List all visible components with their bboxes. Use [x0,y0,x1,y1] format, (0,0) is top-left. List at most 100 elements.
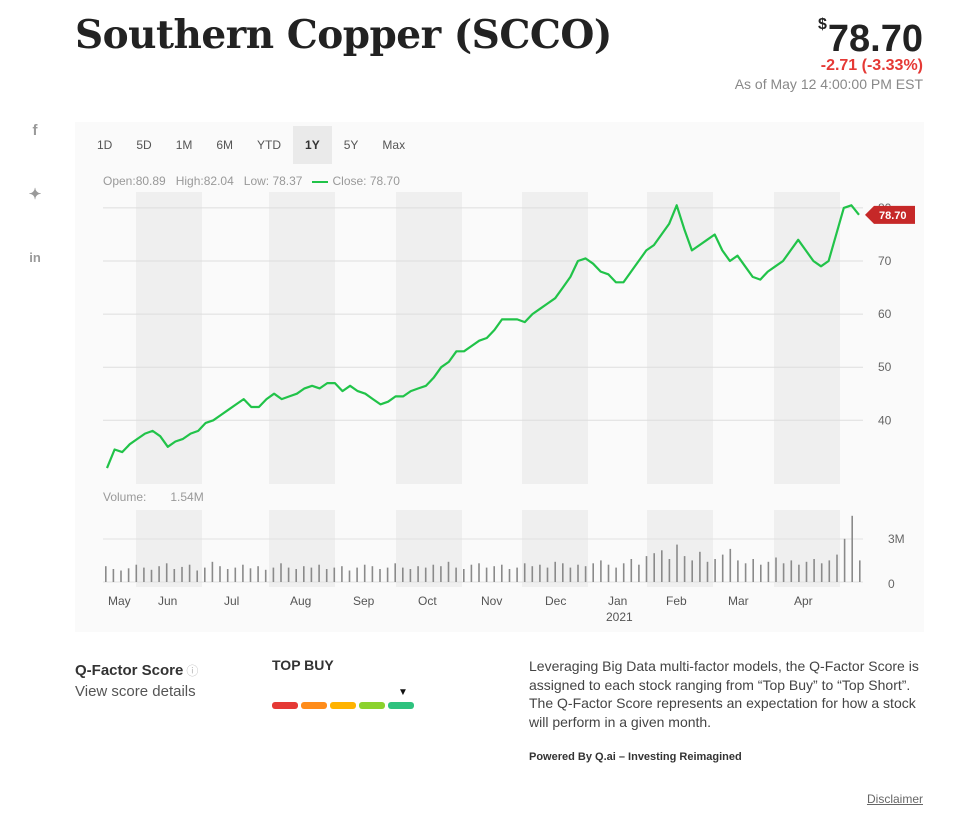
volume-bar [371,566,374,582]
volume-bar [424,567,427,582]
volume-bar [630,559,633,582]
volume-bar [463,569,465,582]
volume-bar [204,567,206,582]
volume-bar [645,556,648,582]
tab-max[interactable]: Max [382,138,406,152]
volume-bar [805,561,808,582]
volume-bar [417,566,419,582]
volume-bar [592,563,594,582]
close-line-swatch [312,180,329,183]
volume-bar [432,564,435,582]
rating-indicator-icon: ▼ [398,687,408,698]
volume-bar [668,559,671,582]
volume-bar [280,563,282,582]
tab-5d[interactable]: 5D [136,138,152,152]
y-tick-label: 70 [878,254,892,268]
x-tick-label: Dec [545,594,566,608]
volume-bar [295,569,297,582]
x-tick-label: Nov [481,594,502,608]
q-factor-title: Q-Factor Score [75,662,184,679]
volume-bar [409,569,412,582]
x-tick-label: Sep [353,594,375,608]
volume-bar [165,563,168,582]
close-legend: Close: 78.70 [312,174,400,188]
volume-bar [188,564,191,582]
tab-1m[interactable]: 1M [175,138,193,152]
tab-1d[interactable]: 1D [97,138,113,152]
volume-bar [348,570,351,582]
year-label: 2021 [606,610,633,624]
volume-bar [607,564,610,582]
volume-bar [775,557,777,582]
stock-chart-panel: 1D 5D 1M 6M YTD 1Y 5Y Max Open:80.89 High:82.04… [75,122,924,632]
volume-bar [105,566,107,582]
volume-bar [798,564,800,582]
volume-bar [820,563,823,582]
volume-bar [127,568,130,582]
x-tick-label: Oct [418,594,437,608]
currency-symbol: $ [818,16,827,33]
timeframe-tabs: 1D 5D 1M 6M YTD 1Y 5Y Max [85,126,417,164]
x-tick-label: Jul [224,594,239,608]
volume-bar [683,556,686,582]
q-factor-scale [272,702,414,709]
volume-value: 1.54M [170,490,204,504]
volume-bar [447,561,450,582]
volume-bar [653,553,655,582]
volume-bar [379,569,381,582]
volume-bar [813,559,815,582]
q-factor-label: Q-Factor Score ⓘ [75,662,198,679]
info-icon[interactable]: ⓘ [186,664,199,678]
volume-bar [158,566,160,582]
x-tick-label: Jun [158,594,177,608]
volume-bar [676,544,678,582]
month-band [522,192,588,484]
x-tick-label: Jan [608,594,627,608]
month-band [269,510,335,587]
tab-1y[interactable]: 1Y [293,126,332,164]
volume-bar [493,566,495,582]
tab-ytd[interactable]: YTD [257,138,282,152]
volume-bar [531,566,534,582]
month-band [396,192,462,484]
q-factor-segment [388,702,414,709]
volume-bar [150,569,153,582]
volume-bar [325,569,328,582]
volume-bar [242,564,244,582]
open-value: Open:80.89 [103,174,166,188]
volume-readout: Volume: 1.54M [103,490,204,504]
x-tick-label: Apr [794,594,813,608]
linkedin-share-icon[interactable]: in [29,250,41,265]
price-chart[interactable]: 405060708078.703M0MayJunJulAugSepOctNovD… [75,122,924,632]
month-band [774,192,840,484]
tab-5y[interactable]: 5Y [343,138,359,152]
month-band [396,510,462,587]
volume-bar [661,550,663,582]
volume-tick-label: 0 [888,577,895,591]
twitter-share-icon[interactable]: ✦ [28,186,42,203]
volume-bar [226,569,229,582]
ohlc-readout: Open:80.89 High:82.04 Low: 78.37 Close: … [103,174,400,188]
volume-bar [584,566,587,582]
facebook-share-icon[interactable]: f [32,122,38,139]
volume-bar [782,563,785,582]
volume-bar [333,567,336,582]
disclaimer-link[interactable]: Disclaimer [866,792,923,806]
volume-bar [402,567,404,582]
volume-bar [112,569,115,582]
volume-bar [508,569,511,582]
volume-bar [394,563,396,582]
volume-bar [851,515,853,582]
volume-bar [341,566,343,582]
tab-6m[interactable]: 6M [216,138,234,152]
volume-bar [485,567,488,582]
volume-bar [478,563,480,582]
volume-bar [249,568,252,582]
volume-bar [310,567,313,582]
volume-bar [501,564,503,582]
q-factor-segment [359,702,385,709]
q-factor-description: Leveraging Big Data multi-factor models,… [529,658,919,730]
view-score-details-link[interactable]: View score details [75,683,196,700]
volume-bar [264,569,267,582]
price-line [105,204,860,469]
